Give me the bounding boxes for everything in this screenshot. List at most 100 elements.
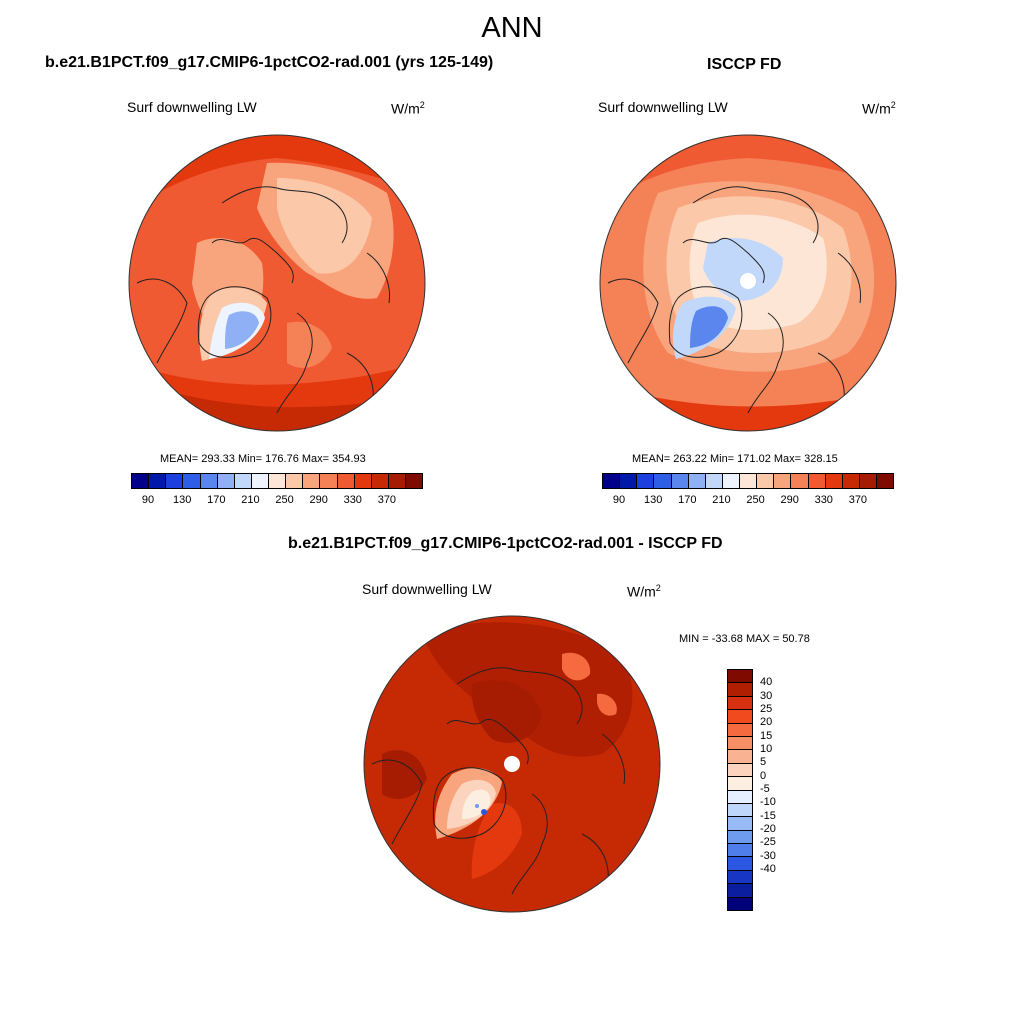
colorbar-swatch: [877, 474, 894, 488]
colorbar-swatch: [791, 474, 809, 488]
colorbar-tick-label: 130: [643, 494, 663, 506]
colorbar-swatch: [808, 474, 826, 488]
colorbar-swatch: [149, 474, 167, 488]
colorbar-swatch: [774, 474, 792, 488]
colorbar-swatch: [183, 474, 201, 488]
colorbar-swatch: [200, 474, 218, 488]
colorbar-tick-label: 210: [712, 494, 731, 506]
figure-title: ANN: [481, 12, 543, 44]
colorbar-tick-label: -20: [760, 823, 776, 835]
colorbar-swatch: [354, 474, 372, 488]
colorbar-swatch: [728, 736, 752, 751]
colorbar-tick-label: 5: [760, 756, 767, 769]
colorbar-swatch: [728, 696, 752, 711]
colorbar-tick-label: 250: [275, 494, 294, 506]
colorbar-swatch: [757, 474, 775, 488]
colorbar-swatch: [654, 474, 672, 488]
colorbar-tick-label: 25: [760, 703, 773, 715]
diff-variable-label: Surf downwelling LW: [362, 581, 492, 597]
colorbar-swatch: [620, 474, 638, 488]
colorbar-swatch: [728, 723, 752, 737]
colorbar-tick-label: 290: [309, 494, 328, 506]
colorbar-tick-label: 170: [678, 494, 697, 506]
colorbar-swatch: [603, 474, 621, 488]
colorbar-swatch: [688, 474, 706, 488]
model-stats: MEAN= 293.33 Min= 176.76 Max= 354.93: [160, 453, 366, 465]
colorbar-swatch: [728, 897, 752, 911]
obs-colorbar-ticks: 90 130 170 210 250 290 330 370: [602, 494, 892, 508]
colorbar-swatch: [251, 474, 269, 488]
obs-units: W/m2: [862, 100, 896, 117]
colorbar-swatch: [728, 683, 752, 697]
colorbar-swatch: [728, 710, 752, 724]
colorbar-swatch: [705, 474, 723, 488]
colorbar-swatch: [269, 474, 287, 488]
colorbar-tick-label: -30: [760, 849, 776, 862]
colorbar-swatch: [728, 844, 752, 858]
colorbar-tick-label: -10: [760, 796, 776, 809]
colorbar-tick-label: 290: [780, 494, 799, 506]
colorbar-tick-label: 10: [760, 743, 773, 755]
model-panel-title: b.e21.B1PCT.f09_g17.CMIP6-1pctCO2-rad.00…: [45, 54, 494, 71]
colorbar-swatch: [286, 474, 304, 488]
colorbar-swatch: [728, 817, 752, 831]
colorbar-swatch: [320, 474, 338, 488]
colorbar-swatch: [842, 474, 860, 488]
colorbar-tick-label: 90: [612, 494, 626, 506]
colorbar-tick-label: 210: [241, 494, 260, 506]
colorbar-swatch: [728, 777, 752, 791]
colorbar-swatch: [406, 474, 423, 488]
colorbar-tick-label: 330: [343, 494, 362, 506]
colorbar-tick-label: 20: [760, 716, 773, 729]
colorbar-swatch: [728, 750, 752, 764]
model-polar-map: [128, 134, 426, 432]
colorbar-swatch: [671, 474, 689, 488]
obs-panel-title: ISCCP FD: [707, 56, 782, 73]
colorbar-tick-label: 370: [848, 494, 868, 506]
diff-minmax: MIN = -33.68 MAX = 50.78: [679, 633, 810, 645]
colorbar-tick-label: 30: [760, 689, 773, 702]
colorbar-swatch: [166, 474, 184, 488]
colorbar-tick-label: -15: [760, 809, 776, 822]
model-colorbar: [131, 473, 423, 489]
colorbar-tick-label: 40: [760, 676, 773, 689]
colorbar-swatch: [728, 830, 752, 845]
colorbar-swatch: [728, 857, 752, 871]
colorbar-tick-label: 90: [141, 494, 155, 506]
colorbar-swatch: [728, 670, 752, 684]
diff-units: W/m2: [627, 583, 661, 600]
obs-variable-label: Surf downwelling LW: [598, 99, 728, 115]
colorbar-swatch: [234, 474, 252, 488]
colorbar-swatch: [728, 763, 752, 778]
model-variable-label: Surf downwelling LW: [127, 99, 257, 115]
model-colorbar-ticks: 90 130 170 210 250 290 330 370: [131, 494, 421, 508]
colorbar-tick-label: 330: [814, 494, 833, 506]
colorbar-tick-label: 250: [746, 494, 765, 506]
colorbar-tick-label: 170: [207, 494, 226, 506]
obs-colorbar: [602, 473, 894, 489]
colorbar-tick-label: -25: [760, 836, 776, 849]
colorbar-swatch: [722, 474, 740, 488]
colorbar-swatch: [728, 803, 752, 818]
obs-stats: MEAN= 263.22 Min= 171.02 Max= 328.15: [632, 453, 838, 465]
colorbar-swatch: [388, 474, 406, 488]
colorbar-tick-label: -40: [760, 863, 776, 875]
colorbar-swatch: [728, 870, 752, 885]
colorbar-swatch: [371, 474, 389, 488]
colorbar-swatch: [728, 884, 752, 898]
colorbar-swatch: [337, 474, 355, 488]
colorbar-tick-label: 15: [760, 729, 773, 742]
colorbar-swatch: [859, 474, 877, 488]
model-units: W/m2: [391, 100, 425, 117]
colorbar-tick-label: -5: [760, 783, 770, 795]
colorbar-swatch: [132, 474, 150, 488]
diff-polar-map: [363, 615, 661, 913]
colorbar-swatch: [303, 474, 321, 488]
colorbar-swatch: [728, 790, 752, 804]
obs-polar-map: [599, 134, 897, 432]
diff-colorbar: [727, 669, 753, 911]
colorbar-swatch: [637, 474, 655, 488]
colorbar-swatch: [217, 474, 235, 488]
diff-colorbar-ticks: 40 30 25 20 15 10 5 0 -5 -10 -15 -20 -25 -30 -40: [760, 669, 800, 909]
colorbar-tick-label: 370: [377, 494, 397, 506]
